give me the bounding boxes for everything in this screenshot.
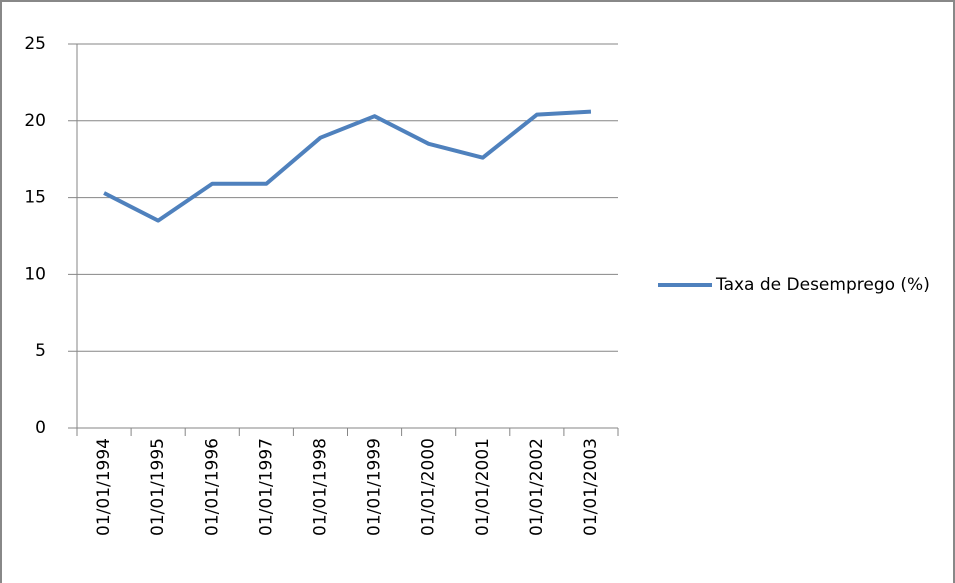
x-tick-label: 01/01/1994 <box>94 438 114 536</box>
x-tick-label: 01/01/1999 <box>365 438 385 536</box>
y-tick-label: 10 <box>24 264 46 284</box>
x-tick-label: 01/01/1997 <box>256 438 276 536</box>
x-tick-label: 01/01/1998 <box>310 438 330 536</box>
x-tick-label: 01/01/2000 <box>419 438 439 536</box>
y-tick-label: 25 <box>24 34 46 54</box>
y-tick-label: 15 <box>24 188 46 208</box>
x-tick-label: 01/01/2001 <box>473 438 493 536</box>
y-tick-label: 5 <box>35 341 46 361</box>
line-series <box>103 109 592 223</box>
x-tick-label: 01/01/2002 <box>527 438 547 536</box>
legend-label: Taxa de Desemprego (%) <box>716 275 930 295</box>
y-tick-label: 0 <box>35 418 46 438</box>
x-tick-label: 01/01/2003 <box>581 438 601 536</box>
y-tick-label: 20 <box>24 111 46 131</box>
x-tick-label: 01/01/1995 <box>148 438 168 536</box>
x-tick-label: 01/01/1996 <box>202 438 222 536</box>
